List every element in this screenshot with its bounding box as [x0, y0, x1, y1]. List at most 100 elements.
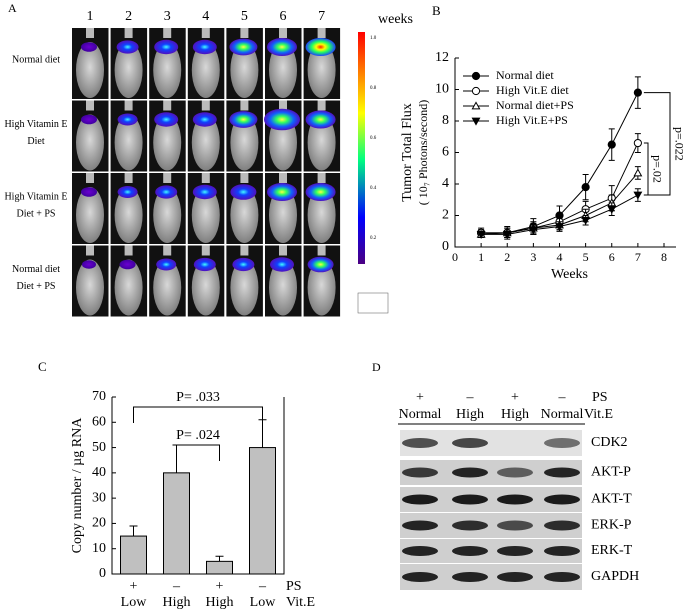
x-tick-label: 3 [530, 250, 536, 264]
band [544, 438, 580, 448]
legend-marker [471, 117, 481, 126]
y-tick-label: 10 [435, 82, 449, 97]
marker [502, 231, 512, 240]
lane-label: Normal [399, 407, 442, 422]
marker [633, 88, 642, 97]
x-tick-label: 8 [661, 250, 667, 264]
signal [307, 256, 334, 273]
nose-cone [240, 245, 249, 256]
mouse-body [191, 42, 220, 98]
x-tick-label: + [130, 579, 138, 594]
lane-label: Normal [541, 407, 584, 422]
nose-cone [86, 28, 94, 38]
y-tick-label: 30 [92, 490, 106, 505]
x-tick-label: – [258, 579, 267, 594]
band [402, 438, 438, 448]
scale-tick: 0.2 [370, 236, 377, 241]
y-tick-label: 8 [442, 113, 449, 128]
mouse-body [230, 42, 259, 98]
y-tick-label: 20 [92, 516, 106, 531]
row-label: Diet + PS [17, 208, 56, 219]
scale-tick: 0.8 [370, 86, 377, 91]
signal [264, 108, 300, 131]
x-tick-label: 1 [478, 250, 484, 264]
treatment-name: PS [592, 390, 608, 405]
x-tick-label: 0 [452, 250, 458, 264]
band [544, 494, 580, 505]
signal [81, 42, 97, 52]
panel-label: B [432, 3, 441, 18]
band [497, 494, 533, 505]
legend-label: Normal diet [496, 68, 554, 82]
band [497, 572, 533, 582]
x-tick-label: 4 [557, 250, 563, 264]
legend-marker [471, 86, 481, 96]
panel-label: A [8, 1, 17, 15]
mouse-body [307, 259, 336, 316]
mouse-body [114, 187, 143, 243]
nose-cone [86, 245, 94, 256]
mouse-body [191, 187, 220, 243]
scale-tick: 0.4 [370, 186, 377, 191]
nose-cone [240, 28, 249, 38]
annotation: p=.02 [650, 155, 664, 183]
mouse-body [230, 114, 259, 171]
nose-cone [279, 245, 287, 256]
nose-cone [124, 173, 133, 183]
mouse-body [307, 187, 336, 243]
band-label: AKT-T [591, 492, 632, 507]
mouse-body [114, 42, 143, 98]
column-label: 6 [280, 9, 287, 24]
row-label: High Vitamin E [4, 191, 67, 202]
nose-cone [163, 28, 172, 38]
band [402, 467, 438, 478]
marker [528, 226, 538, 235]
mouse-body [191, 259, 220, 316]
scale-tick: 1.0 [370, 36, 377, 41]
nose-cone [240, 173, 249, 183]
marker [607, 140, 616, 149]
y-tick-label: 4 [442, 176, 449, 191]
x-tick-label: Low [121, 595, 148, 610]
mouse-body [230, 259, 259, 316]
band [402, 546, 438, 556]
mouse-body [76, 42, 104, 98]
row-label: Diet [27, 136, 44, 147]
x-axis-title: Weeks [551, 267, 588, 282]
nose-cone [201, 245, 210, 256]
signal [81, 114, 97, 125]
band [402, 520, 438, 531]
marker [581, 216, 591, 225]
bracket [643, 142, 649, 196]
band-label: CDK2 [591, 435, 628, 450]
legend-marker [471, 101, 481, 110]
legend-label: High Vit.E+PS [496, 113, 568, 127]
nose-cone [317, 28, 326, 38]
band [452, 467, 488, 478]
signal [305, 183, 336, 201]
category-title: PS [286, 579, 302, 594]
signal [229, 111, 258, 128]
signal [117, 113, 138, 126]
signal [116, 40, 139, 54]
bar [206, 560, 233, 575]
y-tick-label: 10 [92, 541, 106, 556]
bar [163, 472, 190, 575]
signal [117, 186, 138, 198]
mouse-body [153, 42, 182, 98]
band [452, 546, 488, 556]
bracket [643, 92, 671, 196]
x-tick-label: – [172, 579, 181, 594]
marker [633, 191, 643, 200]
nose-cone [201, 28, 210, 38]
signal [267, 38, 297, 56]
nose-cone [163, 245, 172, 256]
signal [154, 112, 179, 127]
column-label: 4 [202, 9, 209, 24]
x-tick-label: 6 [609, 250, 615, 264]
band-label: GAPDH [591, 569, 639, 584]
legend-marker [471, 71, 481, 81]
nose-cone [163, 100, 172, 111]
row-label: High Vitamin E [4, 119, 67, 130]
